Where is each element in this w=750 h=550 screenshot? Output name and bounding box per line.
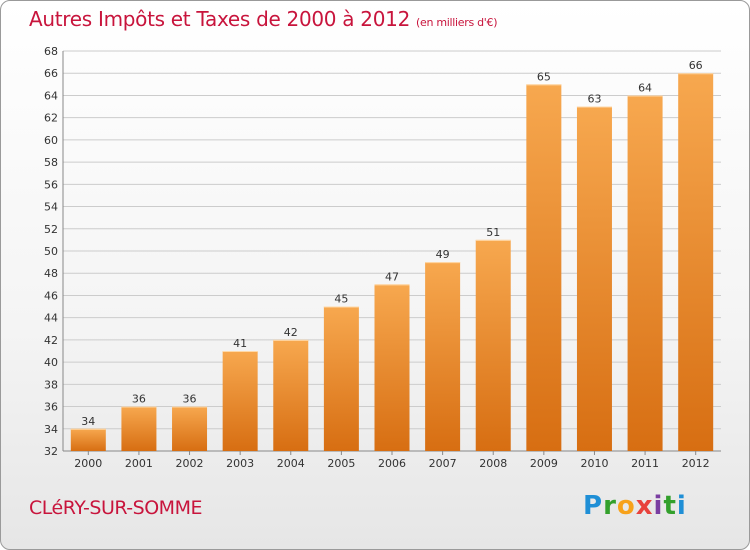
commune-name: CLéRY-SUR-SOMME: [29, 497, 202, 519]
bar-value-label: 34: [81, 415, 95, 428]
bar: [121, 406, 157, 451]
bar-value-label: 64: [638, 81, 652, 94]
bar: [475, 239, 511, 451]
proxiti-logo-letter: P: [583, 491, 604, 521]
chart-title-unit: (en milliers d'€): [416, 16, 498, 29]
bar-value-label: 63: [587, 93, 601, 106]
y-tick-label: 36: [44, 401, 58, 414]
bar-value-label: 47: [385, 270, 399, 283]
proxiti-logo-letter: o: [616, 491, 636, 521]
y-tick-label: 40: [44, 356, 58, 369]
bar: [576, 106, 612, 452]
y-tick-label: 32: [44, 445, 58, 458]
bar: [222, 351, 258, 451]
y-tick-label: 48: [44, 267, 58, 280]
bar-value-label: 51: [486, 226, 500, 239]
bar: [323, 306, 359, 451]
x-tick-label: 2001: [125, 457, 153, 470]
bar-value-label: 42: [284, 326, 298, 339]
proxiti-logo[interactable]: Proxiti: [583, 491, 687, 521]
bar-value-label: 66: [689, 59, 703, 72]
y-tick-label: 62: [44, 112, 58, 125]
y-tick-label: 50: [44, 245, 58, 258]
y-tick-label: 64: [44, 89, 58, 102]
y-tick-label: 38: [44, 378, 58, 391]
x-tick-label: 2006: [378, 457, 406, 470]
y-tick-label: 66: [44, 67, 58, 80]
chart-title-text: Autres Impôts et Taxes de 2000 à 2012: [29, 7, 410, 31]
axes: 32 34 36 38 40 42 44 46 48 50 52 54 56 58 60 62 64 66 68 20…: [44, 45, 721, 470]
y-tick-label: 42: [44, 334, 58, 347]
x-tick-label: 2002: [176, 457, 204, 470]
data-labels: 34 36 36 41 42 45 47 49 51 65 63 64 66: [81, 59, 702, 428]
bar: [678, 73, 714, 451]
y-tick-label: 60: [44, 134, 58, 147]
bar-value-label: 45: [334, 293, 348, 306]
x-tick-label: 2010: [580, 457, 608, 470]
bar-value-label: 41: [233, 337, 247, 350]
y-tick-label: 54: [44, 201, 58, 214]
x-tick-label: 2003: [226, 457, 254, 470]
x-tick-label: 2009: [530, 457, 558, 470]
bar: [627, 95, 663, 451]
y-tick-label: 58: [44, 156, 58, 169]
proxiti-logo-letter: r: [603, 491, 617, 521]
bars: [70, 73, 714, 452]
proxiti-logo-letter: t: [663, 491, 677, 521]
bar-value-label: 36: [183, 393, 197, 406]
y-tick-label: 34: [44, 423, 58, 436]
bar: [425, 262, 461, 451]
bar: [172, 406, 208, 451]
x-tick-label: 2012: [682, 457, 710, 470]
x-tick-label: 2004: [277, 457, 305, 470]
y-tick-label: 56: [44, 178, 58, 191]
x-tick-label: 2000: [74, 457, 102, 470]
x-tick-label: 2007: [429, 457, 457, 470]
y-tick-label: 52: [44, 223, 58, 236]
bar: [70, 428, 106, 451]
proxiti-logo-letter: i: [653, 491, 664, 521]
proxiti-logo-letter: x: [635, 491, 654, 521]
x-tick-label: 2008: [479, 457, 507, 470]
x-tick-label: 2011: [631, 457, 659, 470]
bar: [526, 84, 562, 451]
proxiti-logo-letter: i: [676, 491, 687, 521]
y-tick-label: 44: [44, 312, 58, 325]
bar: [273, 339, 309, 451]
chart-title: Autres Impôts et Taxes de 2000 à 2012 (en…: [29, 7, 497, 31]
y-tick-label: 68: [44, 45, 58, 58]
x-tick-label: 2005: [327, 457, 355, 470]
bar-value-label: 36: [132, 393, 146, 406]
bar-value-label: 65: [537, 70, 551, 83]
y-tick-label: 46: [44, 289, 58, 302]
bar-value-label: 49: [436, 248, 450, 261]
bar: [374, 284, 410, 451]
